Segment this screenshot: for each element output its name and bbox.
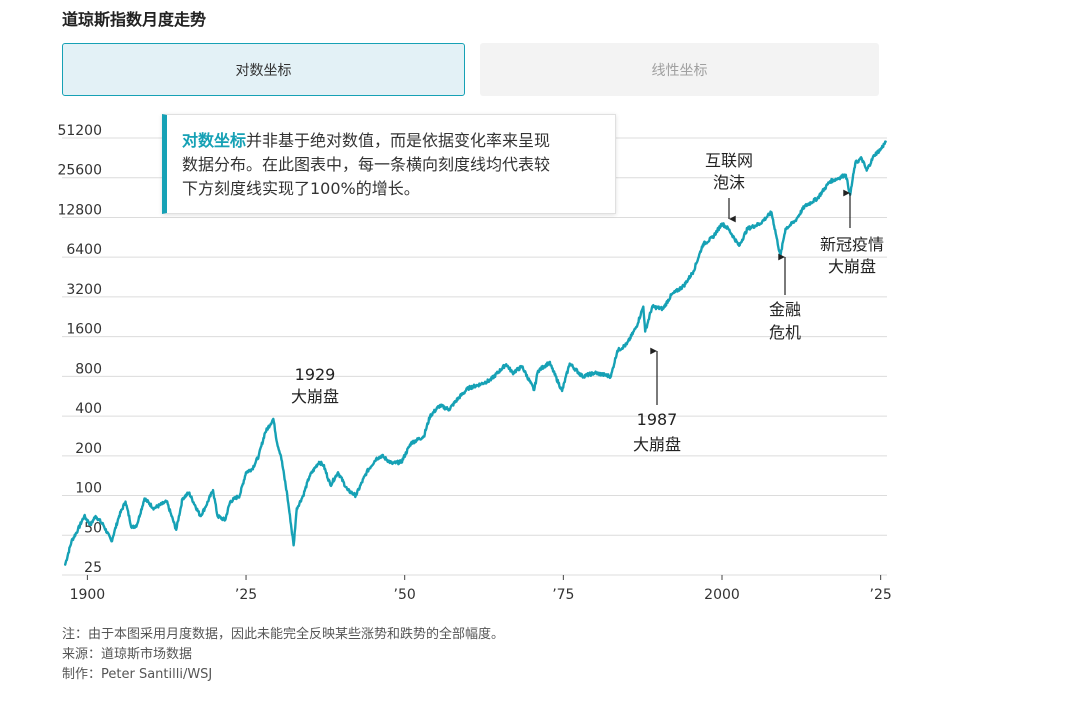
annotation-label: 大崩盘 — [633, 435, 681, 454]
annotation-label: 大崩盘 — [828, 257, 876, 276]
footer-credit: 制作：Peter Santilli/WSJ — [62, 667, 213, 682]
y-tick-label: 6400 — [66, 242, 102, 258]
y-tick-label: 25 — [84, 560, 102, 576]
x-tick-label: ’25 — [870, 587, 892, 603]
annotation-label: 金融 — [769, 300, 801, 319]
annotation-label: 1987 — [637, 410, 678, 429]
chart-footer: 注：由于本图采用月度数据，因此未能完全反映某些涨势和跌势的全部幅度。 来源：道琼… — [62, 625, 504, 685]
x-tick-label: ’25 — [235, 587, 257, 603]
y-tick-label: 51200 — [57, 123, 102, 139]
y-tick-label: 400 — [75, 401, 102, 417]
dow-jones-series-line — [64, 140, 887, 566]
footer-source: 来源：道琼斯市场数据 — [62, 647, 193, 662]
note-text-line2: 数据分布。在此图表中，每一条横向刻度线均代表较 — [182, 155, 551, 174]
y-tick-label: 100 — [75, 481, 102, 497]
annotation-label: 危机 — [769, 323, 801, 342]
footer-note: 注：由于本图采用月度数据，因此未能完全反映某些涨势和跌势的全部幅度。 — [62, 627, 505, 642]
y-tick-label: 12800 — [57, 202, 102, 218]
linear-scale-tab[interactable]: 线性坐标 — [480, 43, 879, 96]
x-tick-label: 1900 — [70, 587, 106, 603]
x-axis-ticks: 1900 ’25 ’50 ’75 2000 ’25 — [70, 575, 892, 603]
annotation-label: 互联网 — [705, 151, 753, 170]
x-tick-label: 2000 — [704, 587, 740, 603]
note-text-line1: 并非基于绝对数值，而是依据变化率来呈现 — [246, 131, 551, 150]
annotation-label: 大崩盘 — [291, 387, 339, 406]
y-tick-label: 200 — [75, 441, 102, 457]
log-scale-tab[interactable]: 对数坐标 — [62, 43, 465, 96]
y-tick-label: 800 — [75, 361, 102, 377]
annotation-label: 1929 — [295, 365, 336, 384]
note-highlight: 对数坐标 — [182, 131, 247, 150]
y-tick-label: 3200 — [66, 282, 102, 298]
annotation-label: 新冠疫情 — [820, 235, 884, 254]
y-axis-ticks: 2550100200400800160032006400128002560051… — [57, 123, 102, 576]
y-tick-label: 1600 — [66, 322, 102, 338]
chart-title: 道琼斯指数月度走势 — [62, 10, 207, 29]
x-tick-label: ’50 — [394, 587, 416, 603]
log-scale-explanation: 对数坐标并非基于绝对数值，而是依据变化率来呈现 数据分布。在此图表中，每一条横向… — [162, 114, 616, 214]
note-text-line3: 下方刻度线实现了100%的增长。 — [182, 179, 420, 198]
y-tick-label: 25600 — [57, 163, 102, 179]
x-tick-label: ’75 — [552, 587, 574, 603]
annotation-label: 泡沫 — [713, 173, 745, 192]
